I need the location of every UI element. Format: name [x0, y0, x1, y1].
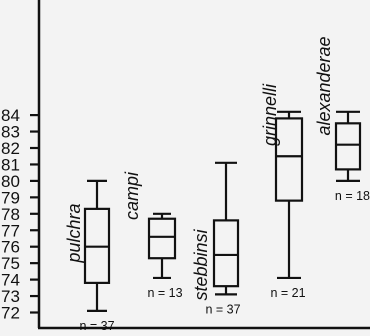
- species-label: alexanderae: [314, 36, 334, 135]
- box-alexanderae: n = 18 alexanderae: [314, 36, 370, 202]
- species-label: grinnelli: [260, 83, 280, 146]
- y-tick-label: 76: [1, 238, 20, 257]
- box-stebbinsi: n = 37 stebbinsi: [191, 161, 241, 316]
- species-label: campi: [122, 171, 142, 220]
- species-label: pulchra: [64, 203, 84, 263]
- y-tick-label: 77: [1, 221, 20, 240]
- y-tick-label: 81: [1, 155, 20, 174]
- iqr-box: [274, 117, 304, 202]
- box-grinnelli: n = 21 grinnelli: [260, 83, 306, 300]
- y-tick-label: 79: [1, 188, 20, 207]
- sample-size-label: n = 37: [205, 302, 240, 316]
- sample-size-label: n = 13: [147, 286, 182, 300]
- y-tick-label: 78: [1, 205, 20, 224]
- box-campi: n = 13 campi: [122, 171, 183, 300]
- sample-size-label: n = 21: [270, 286, 305, 300]
- y-tick-label: 84: [1, 106, 20, 125]
- sample-size-label: n = 18: [335, 189, 370, 203]
- sample-size-label: n = 37: [79, 319, 114, 333]
- y-tick-label: 82: [1, 139, 20, 158]
- iqr-box: [334, 122, 362, 171]
- y-tick-label: 83: [1, 123, 20, 142]
- y-tick-label: 75: [1, 254, 20, 273]
- box-pulchra: n = 37 pulchra: [64, 179, 115, 333]
- y-tick-label: 73: [1, 287, 20, 306]
- y-tick-label: 74: [1, 271, 20, 290]
- y-tick-label: 72: [1, 304, 20, 323]
- iqr-box: [147, 217, 177, 260]
- species-label: stebbinsi: [191, 228, 211, 300]
- y-tick-label: 80: [1, 172, 20, 191]
- iqr-box: [212, 219, 240, 288]
